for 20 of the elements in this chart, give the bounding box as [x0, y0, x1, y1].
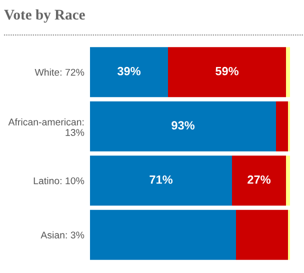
chart-title: Vote by Race: [4, 9, 85, 23]
bar: [276, 101, 288, 152]
data-label: 93%: [172, 121, 195, 130]
data-label: 39%: [117, 66, 141, 76]
y-tick-label: African-american: 13%: [8, 118, 84, 136]
y-tick-label: White: 72%: [34, 68, 84, 76]
bar: [90, 47, 168, 98]
bar: [286, 47, 290, 98]
bar: [90, 101, 276, 152]
bar: [90, 156, 232, 206]
y-tick-label: Asian: 3%: [40, 231, 84, 238]
bar: [286, 156, 290, 206]
data-label: 59%: [216, 66, 239, 76]
y-tick-label: Latino: 10%: [34, 177, 84, 184]
bar: [90, 210, 236, 260]
bar: [232, 156, 286, 206]
bar: [236, 210, 288, 260]
data-label: 71%: [150, 175, 173, 184]
bar: [168, 47, 286, 98]
data-label: 27%: [248, 175, 271, 184]
